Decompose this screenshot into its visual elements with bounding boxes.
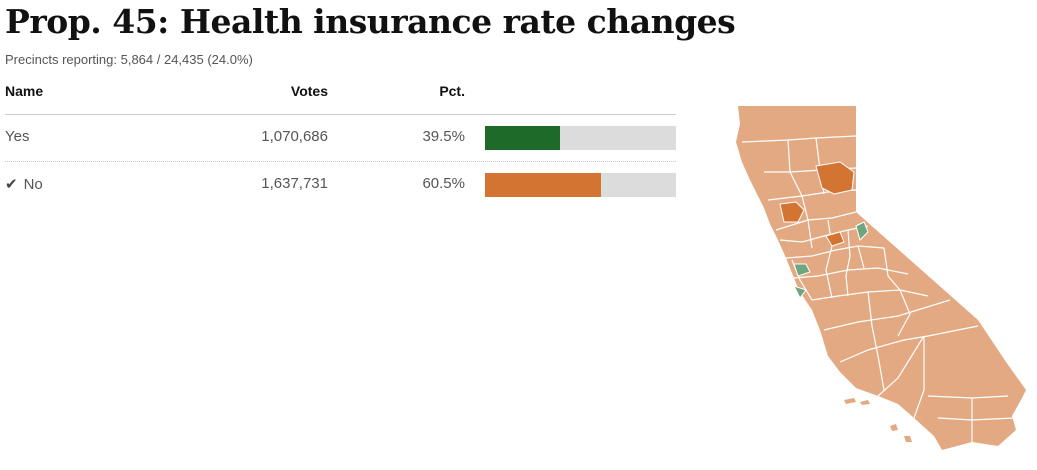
county-border <box>785 245 885 259</box>
table-row: Yes 1,070,686 39.5% <box>5 115 676 162</box>
result-bar-track <box>485 126 676 150</box>
county-border <box>741 135 857 143</box>
result-bar-track <box>485 173 676 197</box>
county-border <box>845 229 851 297</box>
county-border <box>883 247 901 291</box>
county-border <box>839 325 979 363</box>
result-bar <box>485 126 561 150</box>
channel-island-shape <box>844 398 856 404</box>
page-title: Prop. 45: Health insurance rate changes <box>5 2 736 41</box>
county-strong-no-sutter <box>779 201 805 223</box>
winner-check-icon: ✔ <box>5 176 18 193</box>
vote-count: 1,637,731 <box>261 175 328 192</box>
column-header-pct: Pct. <box>439 83 465 99</box>
county-results-map <box>728 100 1033 456</box>
county-yes-sanfrancisco <box>793 263 811 277</box>
channel-island-shape <box>860 400 870 405</box>
channel-island-shape <box>904 436 912 442</box>
county-border <box>807 219 813 249</box>
option-label: No <box>23 176 43 193</box>
vote-count: 1,070,686 <box>261 128 328 145</box>
california-map <box>736 106 1026 450</box>
column-header-name: Name <box>5 83 44 99</box>
county-yes-santacruz <box>793 285 807 299</box>
option-name: Yes <box>5 128 29 145</box>
county-border <box>775 211 857 231</box>
county-border <box>825 219 833 299</box>
county-border <box>877 335 925 397</box>
county-yes-alpine <box>855 221 869 241</box>
table-row: ✔ No 1,637,731 60.5% <box>5 162 676 208</box>
county-strong-no-eldorado <box>825 231 845 247</box>
california-state-shape <box>736 106 1026 450</box>
option-name: ✔ No <box>5 175 43 193</box>
county-border <box>913 336 925 419</box>
county-border <box>857 245 865 269</box>
vote-percent: 39.5% <box>422 128 465 145</box>
precincts-reporting: Precincts reporting: 5,864 / 24,435 (24.… <box>5 52 253 67</box>
result-bar <box>485 173 601 197</box>
channel-island-shape <box>890 424 898 431</box>
county-border <box>823 299 951 331</box>
county-border <box>897 289 911 337</box>
county-border <box>793 267 909 279</box>
county-border <box>867 291 885 391</box>
table-header: Name Votes Pct. <box>5 78 676 115</box>
county-border <box>779 225 869 243</box>
option-label: Yes <box>5 128 30 145</box>
county-border <box>787 139 809 221</box>
column-header-votes: Votes <box>290 83 328 99</box>
results-table: Name Votes Pct. Yes 1,070,686 39.5% ✔ No … <box>5 78 676 208</box>
vote-percent: 60.5% <box>422 175 465 192</box>
county-strong-no-plumas <box>815 161 855 195</box>
